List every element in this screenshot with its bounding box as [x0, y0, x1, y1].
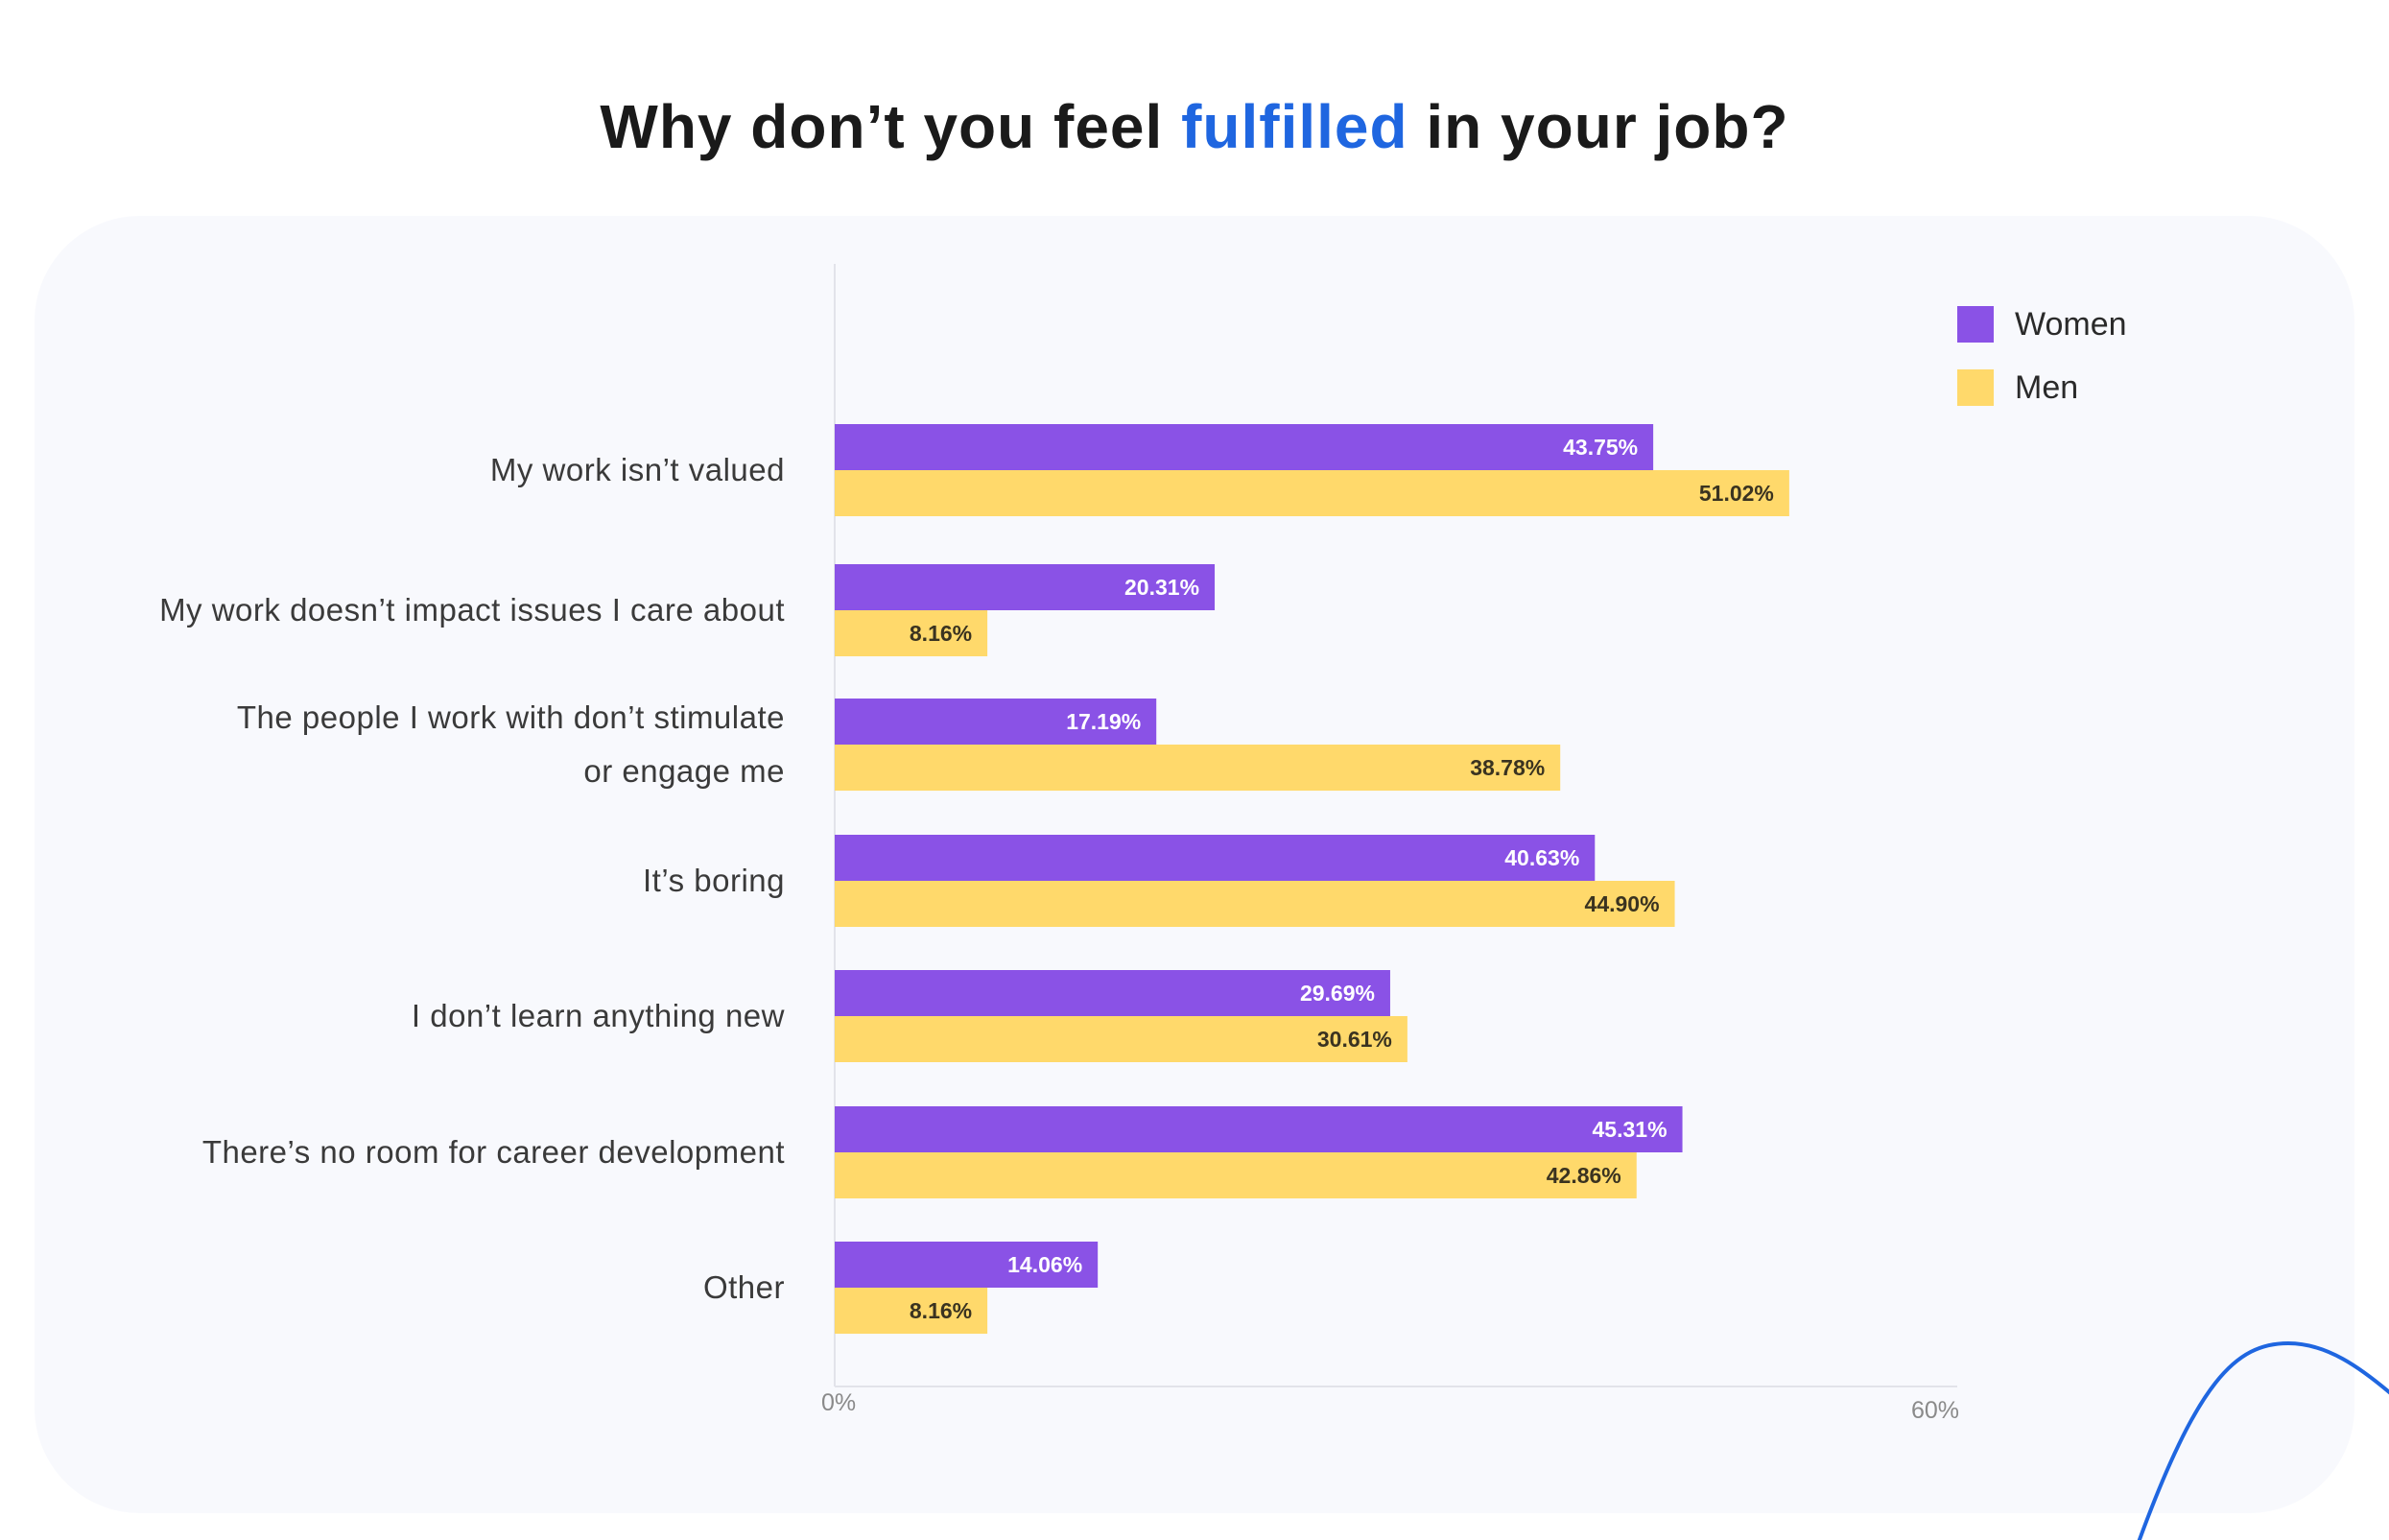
value-label-women: 17.19%: [1066, 709, 1141, 734]
value-label-men: 44.90%: [1585, 891, 1660, 916]
decorative-curve: [2137, 1340, 2389, 1540]
value-label-men: 30.61%: [1317, 1027, 1392, 1052]
value-label-men: 42.86%: [1547, 1163, 1621, 1188]
bar-men: [835, 610, 988, 656]
value-label-women: 29.69%: [1300, 981, 1375, 1006]
x-tick-label: 60%: [1911, 1397, 1959, 1424]
bar-women: [835, 564, 1216, 610]
legend-label-women: Women: [2015, 306, 2127, 343]
category-label: My work isn’t valued: [490, 452, 785, 487]
title-suffix: in your job?: [1407, 92, 1789, 161]
bar-women: [835, 1242, 1099, 1288]
legend-label-men: Men: [2015, 369, 2078, 406]
bar-men: [835, 1152, 1637, 1198]
category-label: There’s no room for career development: [202, 1134, 785, 1170]
value-label-women: 40.63%: [1504, 845, 1579, 870]
value-label-women: 45.31%: [1593, 1117, 1668, 1142]
bar-women: [835, 970, 1390, 1016]
category-label: Other: [703, 1269, 785, 1305]
bars-group: My work isn’t valued 43.75% 51.02% My work …: [159, 424, 1789, 1334]
value-label-men: 51.02%: [1699, 481, 1774, 506]
value-label-women: 43.75%: [1563, 435, 1638, 460]
x-tick-label: 0%: [821, 1389, 856, 1416]
legend-swatch-men: [1957, 369, 1994, 406]
chart-title: Why don’t you feel fulfilled in your job…: [0, 91, 2389, 162]
value-label-men: 8.16%: [910, 621, 972, 646]
category-label: I don’t learn anything new: [412, 998, 785, 1033]
bar-men: [835, 881, 1675, 927]
value-label-women: 14.06%: [1007, 1252, 1082, 1277]
category-label: or engage me: [583, 753, 785, 789]
bar-women: [835, 699, 1157, 745]
bar-women: [835, 1106, 1683, 1152]
value-label-men: 38.78%: [1470, 755, 1545, 780]
value-label-men: 8.16%: [910, 1298, 972, 1323]
category-label: My work doesn’t impact issues I care abo…: [159, 592, 785, 628]
title-accent: fulfilled: [1181, 92, 1408, 161]
bar-men: [835, 470, 1789, 516]
category-label: It’s boring: [643, 863, 785, 898]
legend: Women Men: [1957, 306, 2127, 406]
title-prefix: Why don’t you feel: [600, 92, 1182, 161]
bar-women: [835, 424, 1654, 470]
bar-men: [835, 1288, 988, 1334]
bar-women: [835, 835, 1596, 881]
value-label-women: 20.31%: [1124, 575, 1199, 600]
x-ticks-group: 0% 60%: [821, 1389, 1959, 1424]
bar-men: [835, 745, 1561, 791]
legend-swatch-women: [1957, 306, 1994, 343]
category-label: The people I work with don’t stimulate: [237, 699, 785, 735]
bar-men: [835, 1016, 1407, 1062]
